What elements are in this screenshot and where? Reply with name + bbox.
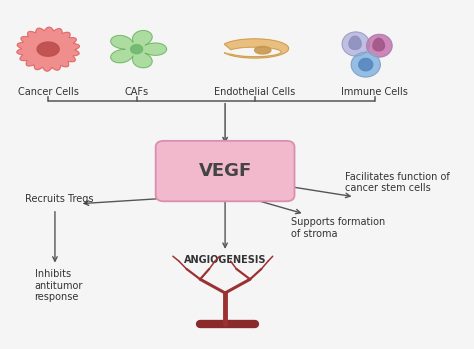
Text: Cancer Cells: Cancer Cells: [18, 87, 79, 97]
Polygon shape: [351, 52, 380, 77]
Text: VEGF: VEGF: [199, 162, 252, 180]
Polygon shape: [255, 46, 271, 54]
Polygon shape: [367, 34, 392, 57]
Polygon shape: [349, 36, 361, 50]
Text: CAFs: CAFs: [125, 87, 149, 97]
Polygon shape: [17, 27, 80, 71]
Text: Inhibits
antitumor
response: Inhibits antitumor response: [35, 269, 83, 302]
Text: Facilitates function of
cancer stem cells: Facilitates function of cancer stem cell…: [346, 172, 450, 193]
Polygon shape: [111, 31, 166, 68]
Polygon shape: [131, 45, 143, 54]
Text: Immune Cells: Immune Cells: [341, 87, 408, 97]
Polygon shape: [359, 58, 373, 71]
FancyBboxPatch shape: [155, 141, 294, 201]
Text: Endothelial Cells: Endothelial Cells: [214, 87, 295, 97]
Polygon shape: [342, 32, 369, 56]
Polygon shape: [373, 38, 384, 51]
Polygon shape: [224, 39, 289, 58]
Polygon shape: [37, 42, 59, 56]
Text: ANGIOGENESIS: ANGIOGENESIS: [184, 255, 266, 265]
Text: Supports formation
of stroma: Supports formation of stroma: [291, 217, 385, 239]
Text: Recruits Tregs: Recruits Tregs: [26, 194, 94, 203]
